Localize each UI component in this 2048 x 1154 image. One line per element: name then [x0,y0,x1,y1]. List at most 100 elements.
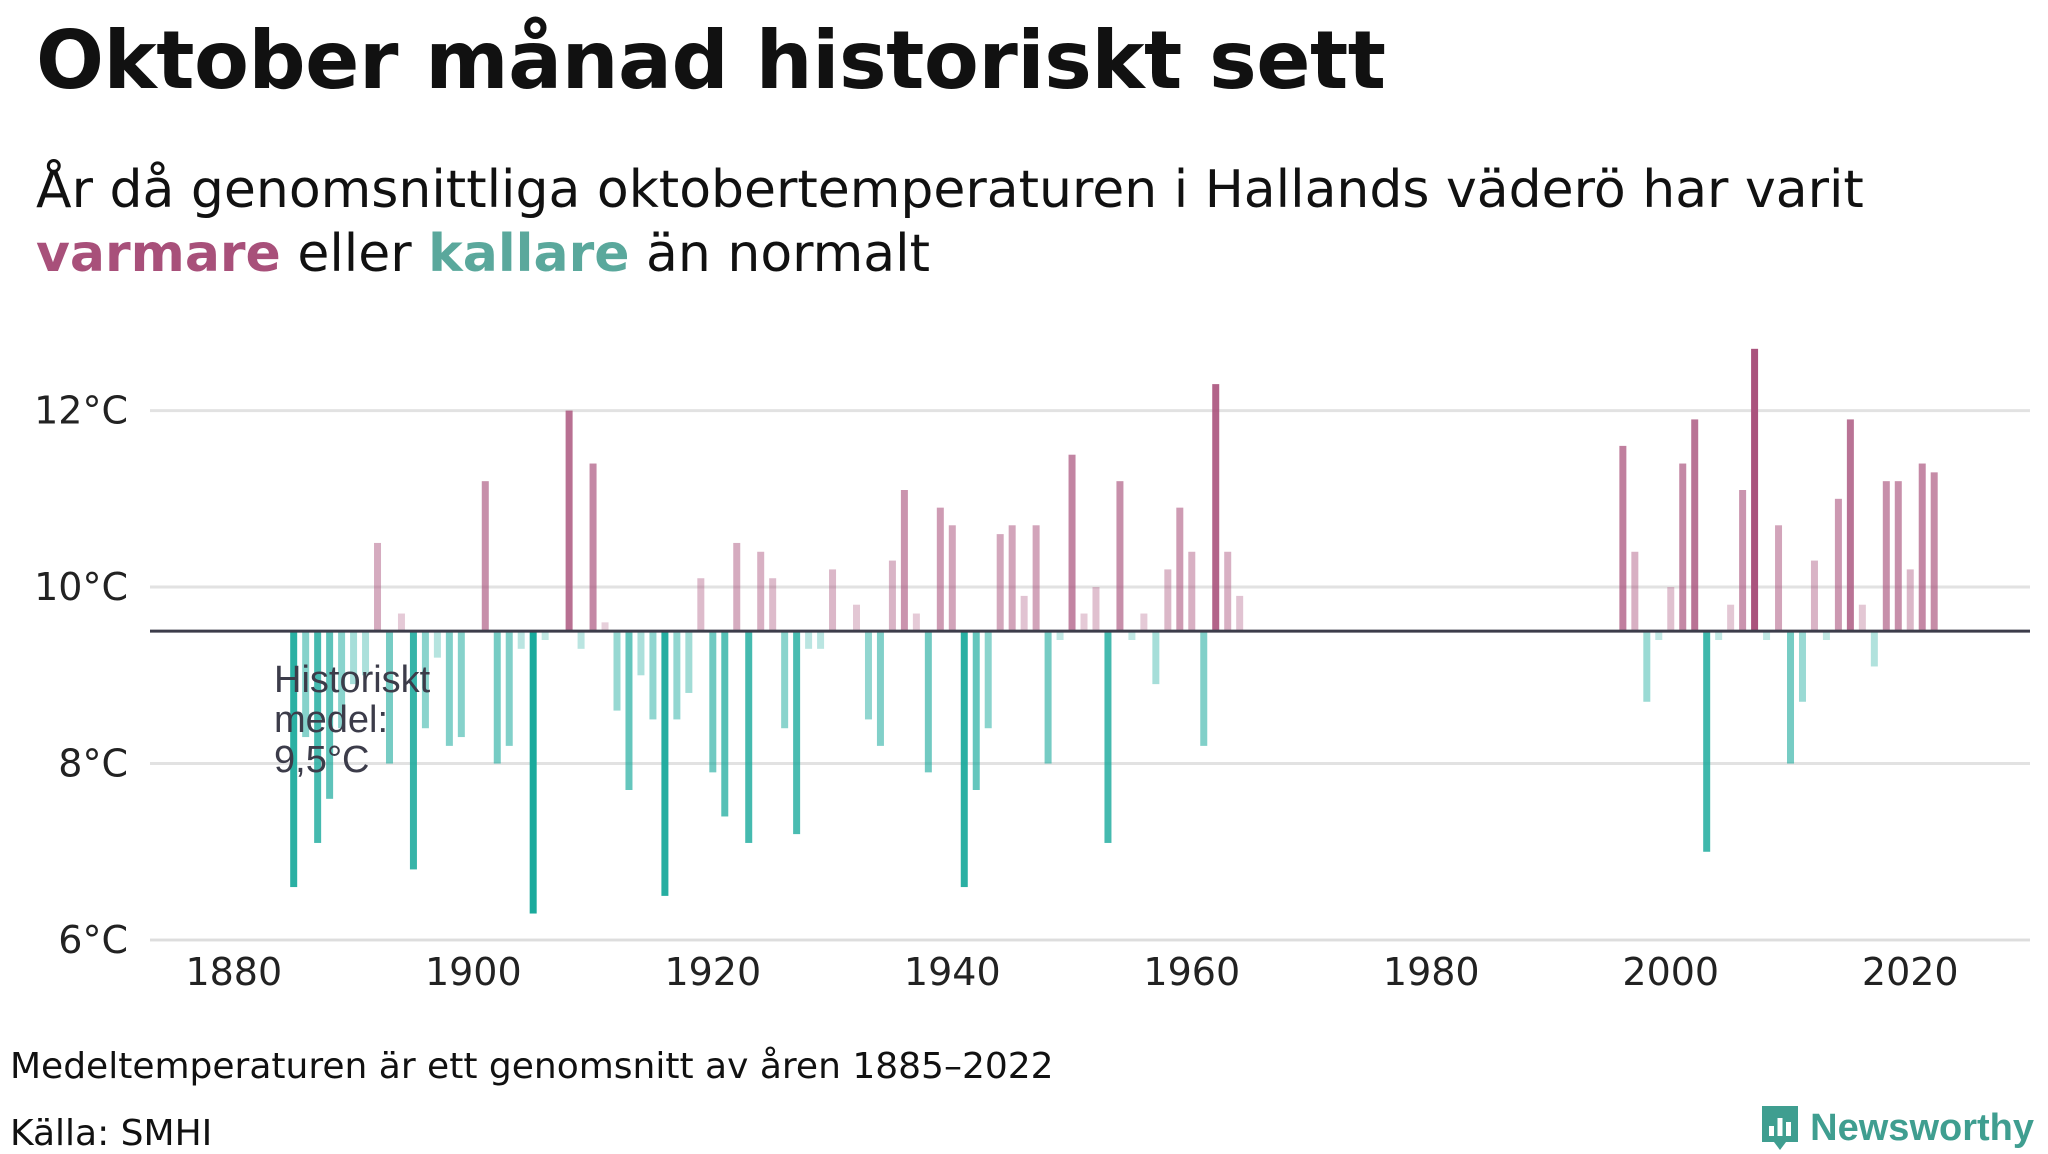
bar [1822,631,1830,640]
baseline-label: medel: [274,699,388,741]
bar [649,631,657,720]
bar [1212,384,1220,632]
bar [1870,631,1878,667]
bar [421,631,429,729]
bar [541,631,549,640]
bar [1655,631,1663,640]
bar [1751,348,1759,632]
bar [1787,631,1795,764]
bar [1224,551,1232,632]
y-tick-label: 8°C [58,742,128,786]
bar [769,578,777,632]
bar [1846,419,1854,632]
bar [924,631,932,773]
subtitle-text-2: eller [280,224,429,284]
bar [1631,551,1639,632]
bar [326,631,334,799]
bar [745,631,753,843]
bar [1044,631,1052,764]
bar [589,463,597,632]
bar [1834,498,1842,632]
x-tick-label: 2000 [1622,950,1719,994]
bar [637,631,645,676]
bar [1739,490,1747,632]
bar [601,622,609,632]
bar [793,631,801,835]
bar [1679,463,1687,632]
bar [1727,604,1735,632]
bar [972,631,980,790]
bar [1763,631,1771,640]
bar [385,631,393,764]
bar [362,631,370,676]
y-tick-label: 10°C [34,565,128,609]
bar [1643,631,1651,702]
bar [1810,560,1818,632]
bar [1128,631,1136,640]
bar [781,631,789,729]
bar [505,631,513,746]
bar [1008,525,1016,632]
bar [1080,613,1088,632]
bar [613,631,621,711]
bar [1894,481,1902,632]
bar [1104,631,1112,843]
x-tick-label: 1940 [904,950,1001,994]
bar [1068,454,1076,632]
bar [481,481,489,632]
bar [984,631,992,729]
bar [338,631,346,729]
bar [960,631,968,888]
bar [290,631,298,888]
bar [685,631,693,693]
subtitle-text-1: År då genomsnittliga oktobertemperaturen… [36,160,1864,220]
bar [409,631,417,870]
bar [888,560,896,632]
bar [721,631,729,817]
bar [1092,587,1100,632]
bar [1882,481,1890,632]
baseline-label: 9,5°C [274,739,369,781]
bar [1930,472,1938,632]
bar [757,551,765,632]
bar [457,631,465,738]
bar [829,569,837,632]
bar [661,631,669,896]
bar [1703,631,1711,852]
bar [445,631,453,746]
bar [374,542,382,632]
bar [1140,613,1148,632]
chart-title: Oktober månad historiskt sett [36,14,1386,107]
bar [996,534,1004,632]
brand-name: Newsworthy [1810,1106,2034,1149]
bar [517,631,525,649]
x-tick-label: 1960 [1143,950,1240,994]
x-tick-label: 1900 [425,950,522,994]
bar [625,631,633,790]
bar-chart: 6°C 8°C 10°C 12°C 1880 1900 1920 1940 1960 1980 20… [34,348,2030,994]
bar [577,631,585,649]
bar [1236,595,1244,632]
warm-keyword: varmare [36,224,281,284]
bar [1056,631,1064,640]
bar [1176,507,1184,632]
x-tick-label: 1920 [664,950,761,994]
bar [1858,604,1866,632]
bar [1619,445,1627,632]
bar [493,631,501,764]
bar [1164,569,1172,632]
chart-subtitle: År då genomsnittliga oktobertemperaturen… [36,158,1996,286]
cold-keyword: kallare [428,224,630,284]
bar [900,490,908,632]
bar [1152,631,1160,685]
bar [697,578,705,632]
bar [1798,631,1806,702]
bar [817,631,825,649]
bar [397,613,405,632]
subtitle-text-3: än normalt [629,224,930,284]
y-tick-label: 12°C [34,389,128,433]
bar [1691,419,1699,632]
bar [936,507,944,632]
bar [1116,481,1124,632]
bar [1020,595,1028,632]
